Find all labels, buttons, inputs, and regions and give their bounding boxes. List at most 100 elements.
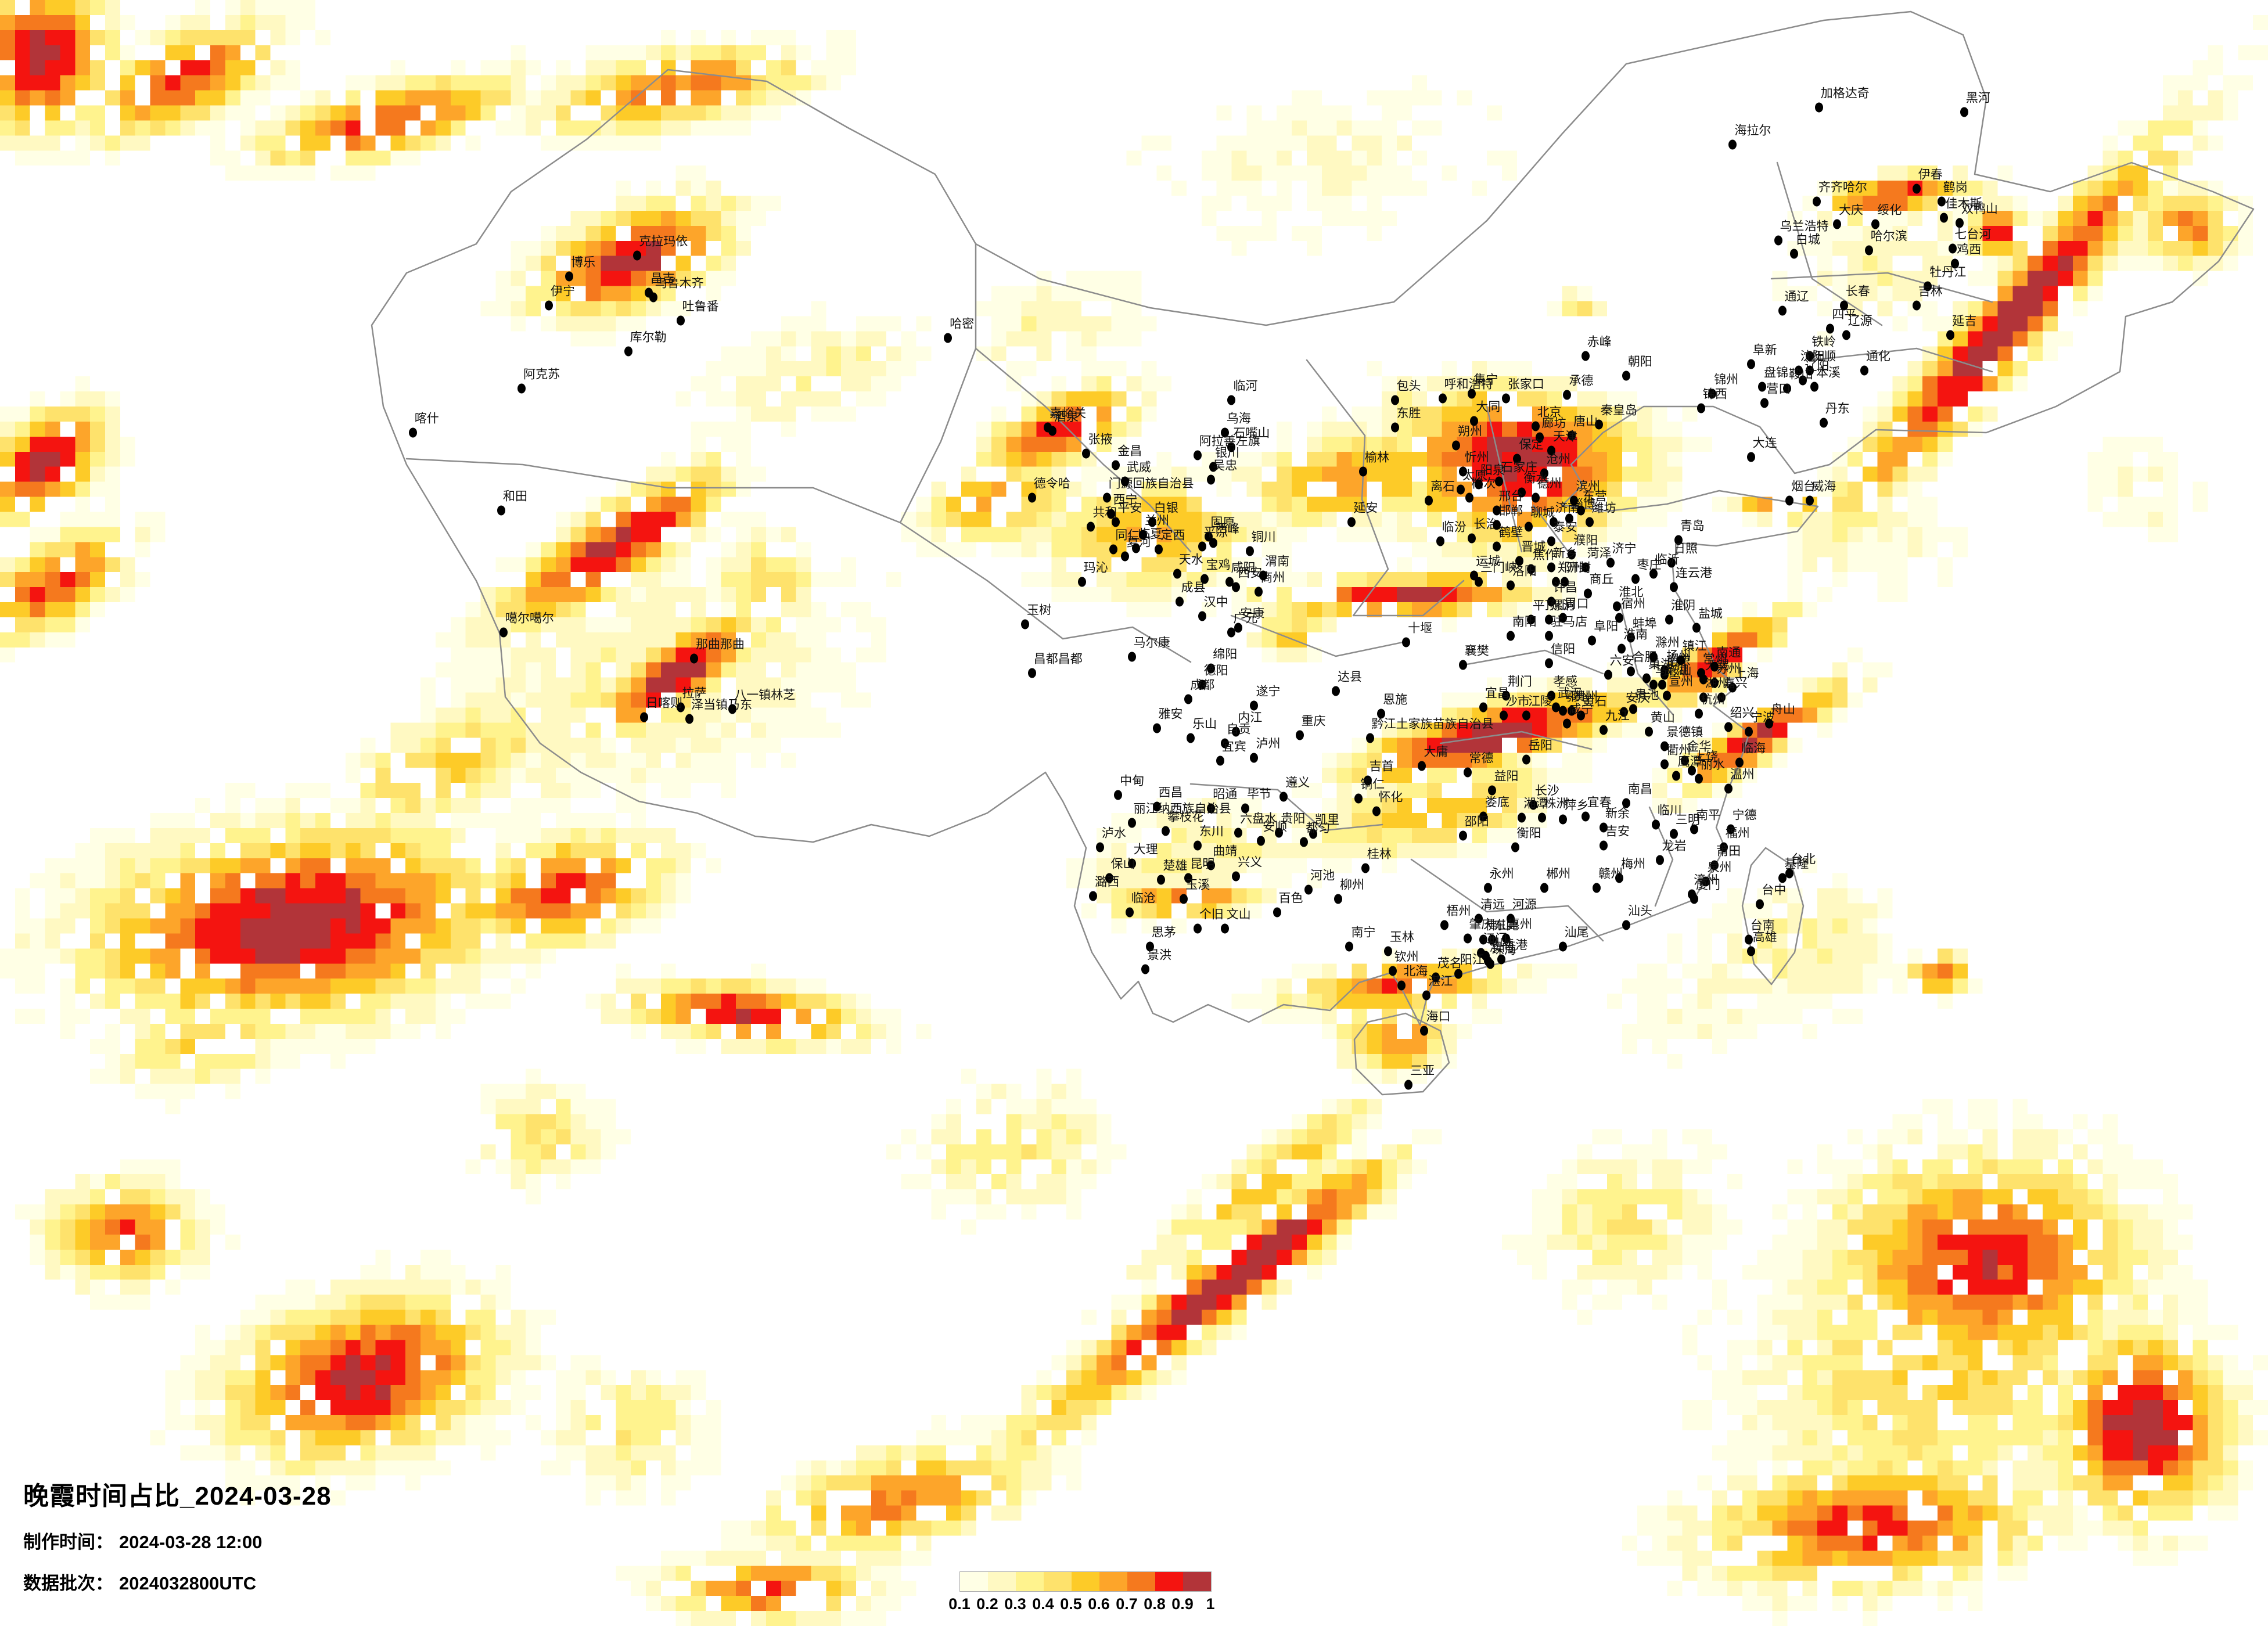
city-dot <box>1710 860 1719 870</box>
city-marker: 锦西 <box>1696 388 1727 413</box>
city-label: 中山 <box>1487 935 1512 949</box>
city-label: 延安 <box>1353 501 1378 515</box>
city-dot <box>1912 300 1921 311</box>
city-dot <box>1216 756 1224 766</box>
city-label: 绍兴 <box>1730 706 1755 720</box>
city-marker: 丽江纳西族自治县 <box>1127 803 1231 828</box>
city-marker: 临川 <box>1651 804 1682 830</box>
city-dot <box>1522 710 1531 721</box>
city-dot <box>676 315 685 326</box>
city-marker: 都匀 <box>1300 822 1330 847</box>
city-dot <box>1250 753 1259 763</box>
city-marker: 驻马店 <box>1545 616 1587 641</box>
legend-tick: 0.9 <box>1171 1595 1194 1613</box>
city-label: 三门峡 <box>1480 561 1518 575</box>
city-dot <box>1696 403 1705 413</box>
city-dot <box>1629 704 1637 714</box>
city-marker: 台中 <box>1756 884 1786 909</box>
city-label: 重庆 <box>1301 714 1326 728</box>
city-dot <box>1234 623 1243 633</box>
city-label: 台南 <box>1750 919 1775 933</box>
city-dot <box>1404 1080 1412 1090</box>
city-marker: 河源 <box>1506 898 1537 924</box>
city-dot <box>1377 708 1386 719</box>
city-dot <box>1152 723 1161 733</box>
city-marker: 运城 <box>1470 555 1500 581</box>
city-label: 长治 <box>1473 517 1498 531</box>
city-marker: 北京 <box>1531 406 1562 431</box>
city-marker: 阳泉 <box>1475 464 1505 490</box>
city-marker: 宁波 <box>1744 711 1775 737</box>
city-marker: 合肥 <box>1626 651 1657 677</box>
taiwan-outline <box>1741 847 1805 985</box>
city-marker: 六盘水 <box>1234 812 1277 838</box>
city-marker: 武汉 <box>1551 687 1582 713</box>
city-label: 河源 <box>1512 898 1537 912</box>
city-dot <box>1365 733 1374 743</box>
city-marker: 梧州 <box>1440 905 1471 930</box>
city-dot <box>1563 390 1572 400</box>
city-label: 承德 <box>1569 374 1594 388</box>
legend-tick: 0.8 <box>1144 1595 1166 1613</box>
legend-tick: 0.3 <box>1004 1595 1026 1613</box>
city-marker: 三亚 <box>1404 1064 1435 1090</box>
city-dot <box>1479 811 1487 822</box>
city-label: 黔江土家族苗族自治县 <box>1371 717 1494 731</box>
city-marker: 厦门 <box>1690 879 1720 904</box>
city-dot <box>1660 759 1669 769</box>
city-marker: 成都 <box>1184 679 1214 704</box>
city-dot <box>1309 829 1317 839</box>
city-marker: 怀化 <box>1372 791 1403 816</box>
city-dot <box>944 333 953 343</box>
city-dot <box>1227 395 1236 405</box>
city-label: 加格达奇 <box>1820 87 1870 100</box>
city-marker: 凯里 <box>1309 814 1339 839</box>
city-label: 濮阳 <box>1573 534 1598 548</box>
city-marker: 钦州 <box>1388 951 1419 976</box>
city-label: 遵义 <box>1285 776 1310 790</box>
city-dot <box>1581 351 1590 361</box>
city-marker: 湘潭 <box>1518 797 1548 823</box>
city-marker: 汕头 <box>1622 905 1652 930</box>
city-dot <box>1483 883 1492 893</box>
city-label: 孝感 <box>1553 675 1578 689</box>
city-label: 永州 <box>1489 867 1514 881</box>
city-marker: 乌鲁木齐 <box>649 277 704 303</box>
city-marker: 德令哈 <box>1027 477 1070 503</box>
city-marker: 南昌 <box>1622 783 1652 808</box>
city-marker: 石家庄 <box>1495 461 1537 487</box>
city-label: 鸡西 <box>1957 243 1982 257</box>
city-marker: 克拉玛依 <box>633 235 688 261</box>
city-label: 长沙 <box>1534 784 1559 798</box>
city-marker: 河池 <box>1304 869 1335 895</box>
city-dot <box>1273 907 1281 918</box>
city-marker: 平顶山 <box>1526 599 1569 625</box>
city-marker: 珠海 <box>1486 944 1516 969</box>
city-marker: 常德 <box>1463 752 1494 778</box>
city-dot <box>1568 706 1576 716</box>
city-label: 吉首 <box>1369 760 1394 774</box>
city-label: 宣州 <box>1669 675 1694 689</box>
city-marker: 攀枝花 <box>1162 811 1204 836</box>
city-marker: 金华 <box>1681 740 1711 766</box>
city-dot <box>1112 460 1120 470</box>
city-marker: 秦皇岛 <box>1595 404 1637 430</box>
city-label: 新乡 <box>1553 546 1578 560</box>
city-label: 西安 <box>1238 566 1263 580</box>
city-label: 牡丹江 <box>1929 265 1967 279</box>
city-marker: 临河 <box>1227 380 1257 405</box>
city-dot <box>1694 708 1703 719</box>
city-dot <box>1257 836 1266 846</box>
city-label: 衡阳 <box>1516 826 1541 840</box>
city-dot <box>1583 588 1592 599</box>
city-label: 咸阳 <box>1231 561 1256 575</box>
city-dot <box>1660 665 1669 675</box>
city-label: 凯里 <box>1314 813 1339 827</box>
city-dot <box>1593 883 1601 893</box>
city-marker: 孝感 <box>1547 675 1577 701</box>
city-marker: 泉州 <box>1701 861 1732 887</box>
city-label: 成县 <box>1181 581 1206 595</box>
city-dot <box>1454 969 1462 979</box>
legend-tick-labels: 0.1 0.2 0.3 0.4 0.5 0.6 0.7 0.8 0.9 1 <box>948 1595 1214 1615</box>
city-label: 宜昌 <box>1485 686 1509 700</box>
